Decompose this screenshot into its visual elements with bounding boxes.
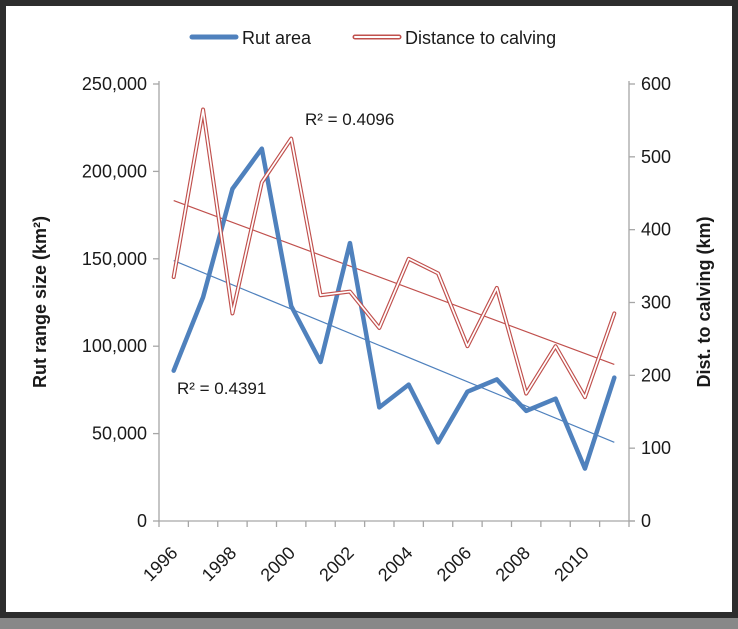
right-axis-tick-label: 100	[641, 438, 671, 458]
dual-axis-line-chart: Rut area Distance to calving 250,000 200,…	[30, 28, 714, 585]
left-axis-tick-label: 250,000	[82, 74, 147, 94]
left-axis-tick-label: 200,000	[82, 161, 147, 181]
left-axis-tick-label: 0	[137, 511, 147, 531]
left-axis-tick-label: 100,000	[82, 336, 147, 356]
left-axis-tick-label: 150,000	[82, 249, 147, 269]
x-axis-tick-label: 2000	[257, 543, 299, 585]
x-axis-tick-label: 1998	[198, 543, 240, 585]
rut-area-r2-annotation: R² = 0.4391	[177, 379, 266, 398]
axes: 250,000 200,000 150,000 100,000 50,000 0 600 50…	[82, 74, 671, 585]
x-axis-tick-label: 2010	[550, 543, 592, 585]
distance-series-line	[171, 107, 617, 400]
legend: Rut area Distance to calving	[189, 28, 556, 48]
legend-rut-area-label: Rut area	[242, 28, 312, 48]
distance-trendline	[173, 199, 615, 365]
distance-r2-annotation: R² = 0.4096	[305, 110, 394, 129]
x-axis-tick-label: 2006	[433, 543, 475, 585]
x-axis-tick-label: 2008	[492, 543, 534, 585]
rut-area-trendline	[173, 259, 615, 443]
legend-distance-label: Distance to calving	[405, 28, 556, 48]
right-axis-title: Dist. to calving (km)	[694, 216, 714, 387]
rut-area-series-line	[171, 146, 617, 471]
right-axis-tick-label: 400	[641, 220, 671, 240]
right-axis-tick-label: 0	[641, 511, 651, 531]
right-axis-tick-label: 300	[641, 293, 671, 313]
x-axis-tick-label: 1996	[139, 543, 181, 585]
distance-series-line-inner	[172, 108, 616, 399]
right-axis-tick-label: 500	[641, 147, 671, 167]
x-axis-tick-label: 2004	[374, 543, 416, 585]
left-axis-title: Rut range size (km²)	[30, 216, 50, 388]
right-axis-tick-label: 600	[641, 74, 671, 94]
left-axis-tick-label: 50,000	[92, 424, 147, 444]
right-axis-tick-label: 200	[641, 365, 671, 385]
x-axis-tick-label: 2002	[315, 543, 357, 585]
